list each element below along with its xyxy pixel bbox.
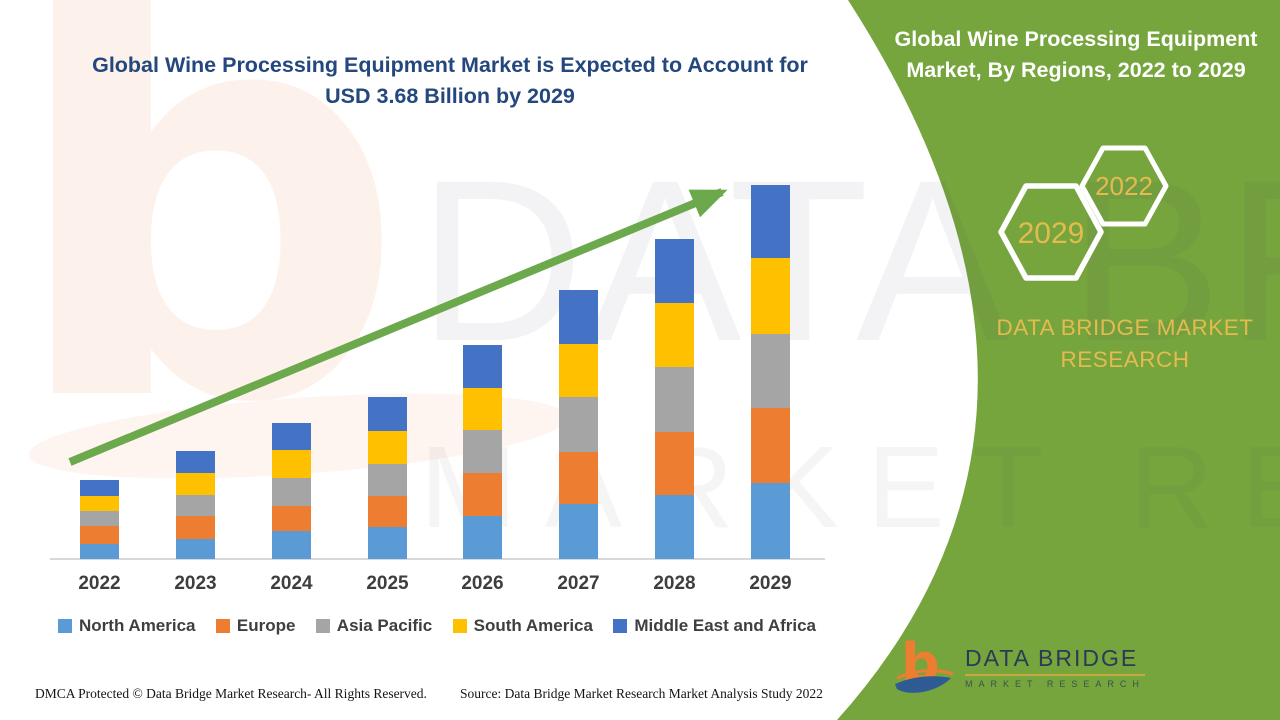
bar-segment-2029-north-america — [751, 483, 790, 559]
bar-segment-2029-europe — [751, 408, 790, 484]
x-tick-2024: 2024 — [270, 573, 313, 594]
brand-text-line1: DATA BRIDGE MARKET — [996, 315, 1254, 340]
side-panel-heading-line2: Market, By Regions, 2022 to 2029 — [906, 58, 1246, 82]
bar-segment-2026-europe — [463, 473, 502, 517]
bar-segment-2022-europe — [80, 526, 119, 544]
bar-segment-2027-middle-east-and-africa — [559, 289, 598, 344]
bar-segment-2028-north-america — [655, 494, 694, 559]
logo-blue-swoosh — [895, 676, 951, 693]
footer-source-text: Source: Data Bridge Market Research Mark… — [460, 686, 823, 701]
bar-segment-2028-europe — [655, 432, 694, 495]
bar-segment-2022-south-america — [80, 495, 119, 512]
brand-text: DATA BRIDGE MARKET RESEARCH — [940, 312, 1280, 376]
legend-label: Europe — [236, 616, 296, 635]
bar-segment-2028-middle-east-and-africa — [655, 238, 694, 303]
brand-text-line2: RESEARCH — [1060, 347, 1190, 372]
hexagon-2022-label: 2022 — [1095, 171, 1153, 201]
legend-item-europe: Europe — [215, 616, 296, 636]
x-tick-2026: 2026 — [461, 573, 504, 594]
bar-segment-2025-europe — [368, 495, 407, 528]
bar-segment-2026-asia-pacific — [463, 430, 502, 474]
bar-segment-2024-europe — [272, 505, 311, 532]
legend-swatch — [452, 619, 467, 633]
bar-segment-2024-north-america — [272, 531, 311, 559]
bar-segment-2027-asia-pacific — [559, 396, 598, 452]
bar-segment-2025-asia-pacific — [368, 464, 407, 496]
bar-segment-2023-south-america — [176, 473, 215, 495]
bar-segment-2027-north-america — [559, 503, 598, 559]
x-tick-2027: 2027 — [557, 573, 600, 594]
footer-dmca-text: DMCA Protected © Data Bridge Market Rese… — [35, 686, 427, 701]
bar-segment-2029-asia-pacific — [751, 333, 790, 409]
bar-segment-2022-middle-east-and-africa — [80, 480, 119, 496]
bar-segment-2022-north-america — [80, 543, 119, 559]
x-tick-2023: 2023 — [174, 573, 217, 594]
legend-swatch — [215, 619, 230, 633]
page-title-line2: USD 3.68 Billion by 2029 — [325, 84, 575, 108]
x-tick-2022: 2022 — [78, 573, 121, 594]
bar-segment-2026-south-america — [463, 387, 502, 431]
legend-label: Asia Pacific — [336, 616, 433, 635]
logo-orange-swoosh — [896, 669, 954, 680]
bar-2026 — [463, 344, 502, 559]
bar-2024 — [272, 423, 311, 559]
bar-segment-2029-south-america — [751, 258, 790, 334]
hexagon-2022 — [1079, 145, 1169, 227]
legend-item-south-america: South America — [452, 616, 593, 636]
legend-swatch — [613, 619, 628, 633]
x-tick-2029: 2029 — [749, 573, 792, 594]
chart-legend: North America Europe Asia Pacific South Ame… — [58, 616, 816, 636]
bar-segment-2023-north-america — [176, 538, 215, 559]
bar-segment-2027-europe — [559, 451, 598, 504]
bar-segment-2025-north-america — [368, 527, 407, 559]
legend-label: South America — [473, 616, 593, 635]
bar-segment-2027-south-america — [559, 343, 598, 397]
bar-segment-2023-middle-east-and-africa — [176, 450, 215, 474]
bar-segment-2029-middle-east-and-africa — [751, 184, 790, 259]
legend-swatch — [315, 619, 330, 633]
hexagon-2029-label: 2029 — [1018, 217, 1085, 250]
footer-logo-text: DATA BRIDGE — [965, 645, 1145, 676]
x-tick-2028: 2028 — [653, 573, 696, 594]
footer-logo: b DATA BRIDGE MARKET RESEARCH — [893, 636, 1145, 698]
bar-2028 — [655, 238, 694, 559]
legend-swatch — [58, 619, 72, 633]
bar-segment-2024-middle-east-and-africa — [272, 423, 311, 450]
legend-item-asia-pacific: Asia Pacific — [315, 616, 433, 636]
bar-segment-2025-south-america — [368, 431, 407, 465]
page-title: Global Wine Processing Equipment Market … — [55, 50, 845, 112]
bar-segment-2023-asia-pacific — [176, 494, 215, 517]
bar-2022 — [80, 480, 119, 559]
databridge-logo-icon: b — [895, 636, 954, 695]
legend-item-middle-east-and-africa: Middle East and Africa — [613, 616, 816, 636]
page-title-line1: Global Wine Processing Equipment Market … — [92, 53, 808, 77]
bar-segment-2025-middle-east-and-africa — [368, 396, 407, 432]
bar-segment-2024-asia-pacific — [272, 478, 311, 506]
bar-2029 — [751, 184, 790, 559]
bar-2025 — [368, 396, 407, 559]
bar-segment-2024-south-america — [272, 449, 311, 479]
bar-2023 — [176, 450, 215, 559]
legend-label: Middle East and Africa — [634, 616, 816, 635]
bar-segment-2023-europe — [176, 516, 215, 539]
bar-segment-2022-asia-pacific — [80, 511, 119, 527]
legend-label: North America — [79, 616, 196, 635]
footer-logo-subtext: MARKET RESEARCH — [965, 679, 1145, 689]
side-panel-heading-line1: Global Wine Processing Equipment — [894, 27, 1258, 51]
hexagon-badges: 2022 2029 — [998, 145, 1169, 281]
bar-segment-2028-asia-pacific — [655, 367, 694, 433]
bar-2027 — [559, 289, 598, 559]
side-panel-heading: Global Wine Processing Equipment Market,… — [880, 24, 1272, 86]
bar-segment-2026-north-america — [463, 516, 502, 559]
legend-item-north-america: North America — [58, 616, 196, 636]
hexagon-2029 — [998, 183, 1104, 281]
bar-segment-2026-middle-east-and-africa — [463, 344, 502, 388]
x-tick-2025: 2025 — [366, 573, 409, 594]
x-axis-line — [50, 558, 825, 560]
bar-segment-2028-south-america — [655, 302, 694, 368]
